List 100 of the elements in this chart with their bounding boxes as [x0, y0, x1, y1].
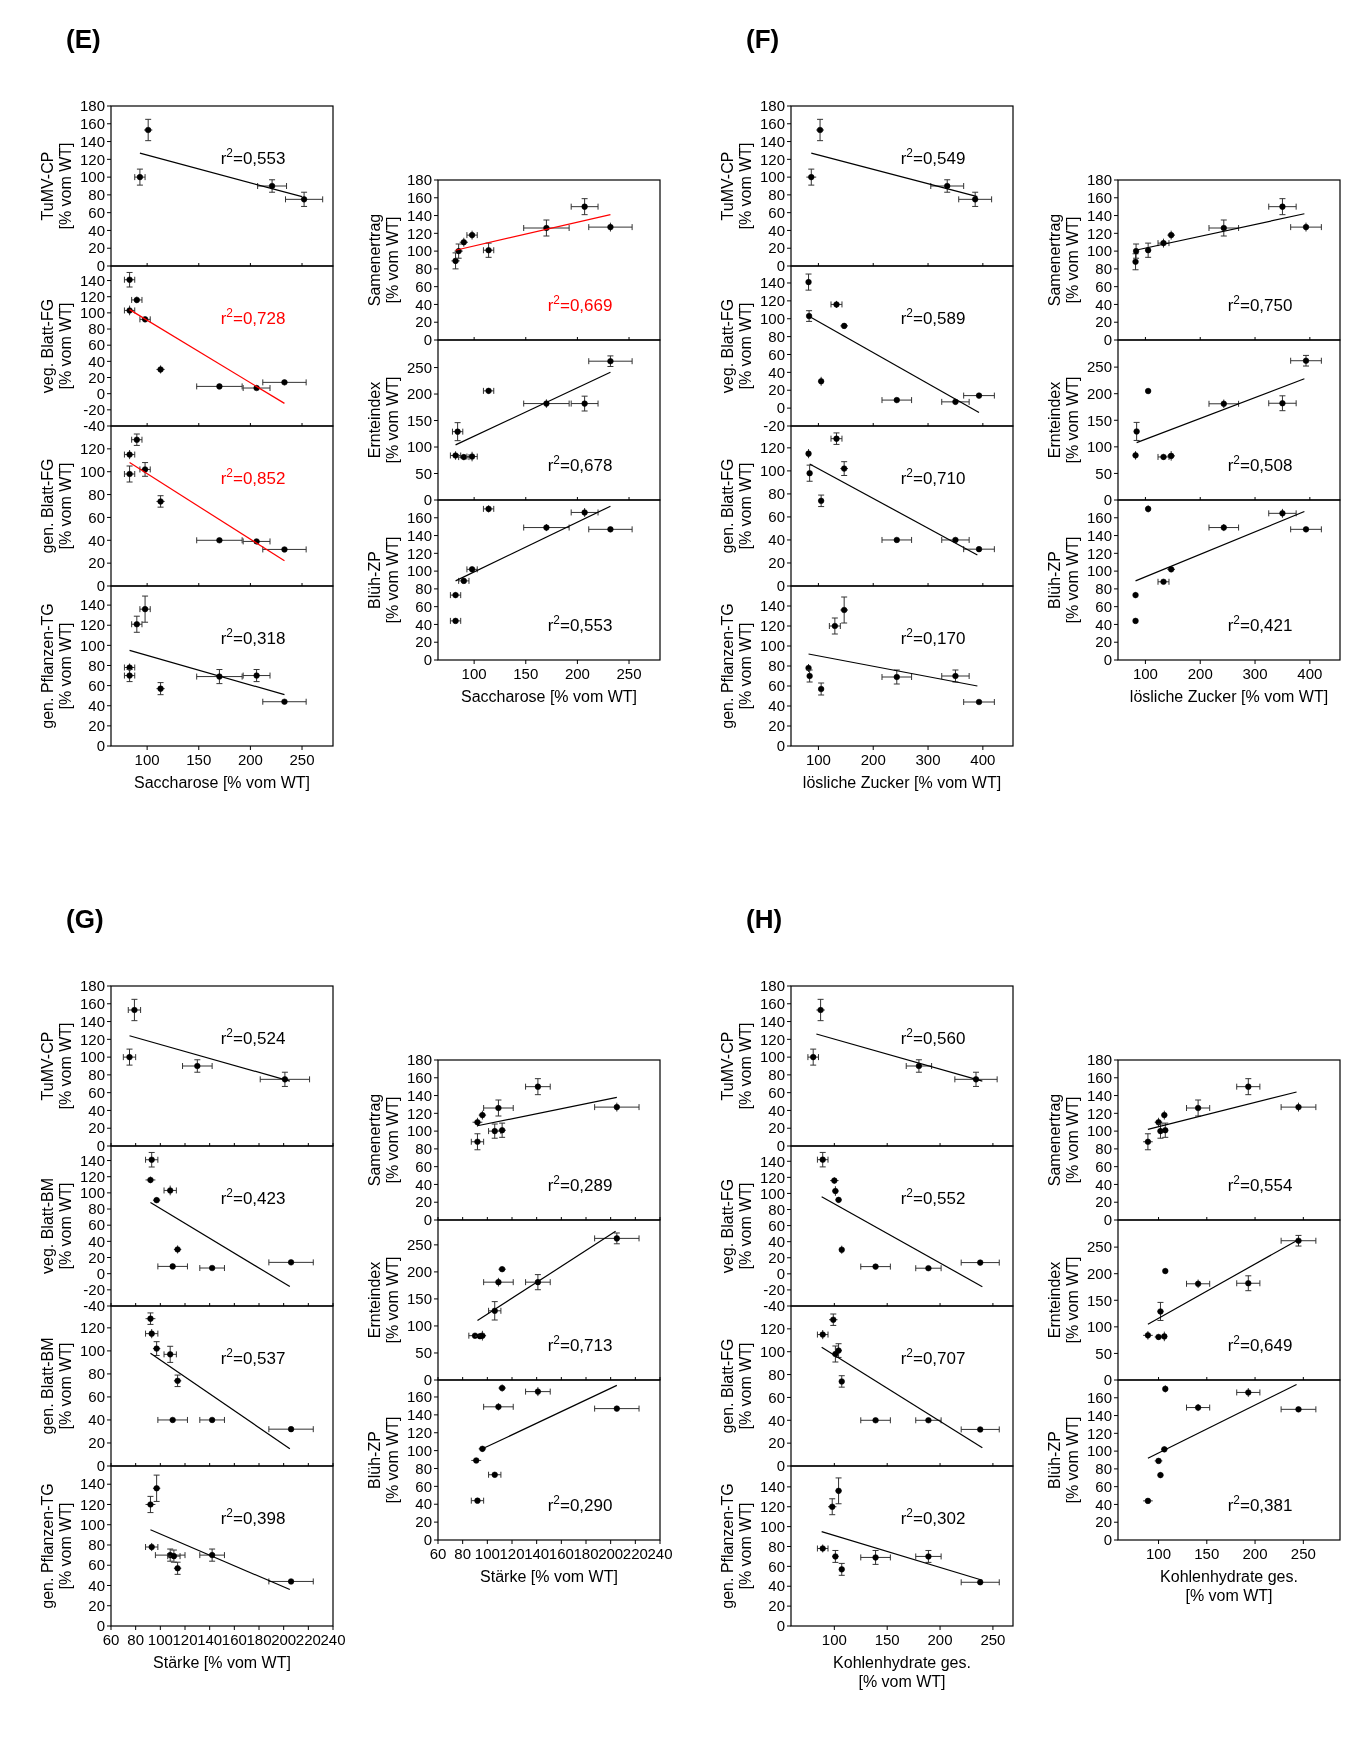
x-tick-label: 100 — [147, 1631, 173, 1648]
y-tick-label: 0 — [96, 577, 105, 595]
y-tick-label: 40 — [1095, 295, 1112, 313]
y-tick-label: 0 — [96, 384, 105, 402]
y-tick-label: 40 — [768, 363, 785, 381]
y-tick-label: 100 — [79, 636, 105, 654]
chart-title: (G) — [66, 904, 104, 934]
y-tick-label: 0 — [423, 331, 432, 349]
y-tick-label: 100 — [79, 1048, 105, 1066]
annotation: r$^{2}$=0,852 — [220, 465, 286, 488]
y-tick-label: 60 — [88, 336, 105, 354]
x-tick-label: 160 — [548, 1545, 574, 1562]
y-tick-label: 140 — [759, 597, 785, 615]
y-tick-label: 80 — [88, 485, 105, 503]
y-tick-label: 0 — [423, 1371, 432, 1389]
annotation: r$^{2}$=0,560 — [900, 1025, 966, 1048]
y-tick-label: 80 — [1095, 260, 1112, 278]
y-tick-label: 40 — [768, 1411, 785, 1429]
annotation: r$^{2}$=0,524 — [220, 1025, 286, 1048]
x-tick-label: 150 — [1194, 1545, 1220, 1562]
y-tick-label: 100 — [1086, 242, 1112, 260]
y-tick-label: -40 — [83, 1297, 105, 1315]
y-tick-label: 100 — [406, 1441, 432, 1459]
y-tick-label: 140 — [406, 526, 432, 544]
y-axis-title: gen. Pflanzen-TG [% vom WT] — [719, 1483, 754, 1609]
x-axis-title: lösliche Zucker [% vom WT] — [802, 774, 1002, 791]
y-tick-label: 20 — [768, 1249, 785, 1267]
y-tick-label: 150 — [406, 411, 432, 429]
y-tick-label: 120 — [759, 1168, 785, 1186]
y-tick-label: 80 — [768, 1066, 785, 1084]
y-axis-title: TuMV-CP [% vom WT] — [719, 142, 754, 230]
y-tick-label: 150 — [406, 1290, 432, 1308]
chart-title: (E) — [66, 24, 101, 54]
y-tick-label: 40 — [1095, 1495, 1112, 1513]
y-axis-title: gen. Pflanzen-TG [% vom WT] — [39, 1483, 74, 1609]
x-tick-label: 300 — [915, 751, 941, 768]
y-tick-label: 60 — [415, 1477, 432, 1495]
annotation: r$^{2}$=0,553 — [220, 145, 286, 168]
y-tick-label: 60 — [88, 676, 105, 694]
y-tick-label: 180 — [406, 1051, 432, 1069]
y-tick-label: 120 — [79, 287, 105, 305]
y-tick-label: 180 — [1086, 171, 1112, 189]
y-tick-label: 140 — [406, 1406, 432, 1424]
y-tick-label: 120 — [759, 617, 785, 635]
y-tick-label: 160 — [759, 995, 785, 1013]
y-tick-label: 180 — [79, 977, 105, 995]
y-tick-label: 60 — [768, 345, 785, 363]
y-tick-label: 0 — [776, 1137, 785, 1155]
y-tick-label: 120 — [406, 1423, 432, 1441]
x-tick-label: 160 — [221, 1631, 247, 1648]
y-tick-label: 60 — [768, 508, 785, 526]
y-tick-label: 120 — [406, 544, 432, 562]
y-tick-label: 20 — [768, 554, 785, 572]
x-tick-label: 220 — [622, 1545, 648, 1562]
x-tick-label: 240 — [647, 1545, 673, 1562]
y-tick-label: 60 — [1095, 1477, 1112, 1495]
y-tick-label: 40 — [768, 697, 785, 715]
annotation: r$^{2}$=0,381 — [1227, 1493, 1293, 1516]
y-axis-title: veg. Blatt-BM [% vom WT] — [39, 1177, 74, 1275]
y-tick-label: 0 — [776, 1617, 785, 1635]
x-tick-label: 180 — [246, 1631, 272, 1648]
y-tick-label: 100 — [406, 438, 432, 456]
annotation: r$^{2}$=0,669 — [547, 293, 613, 316]
y-axis-title: Ernteindex [% vom WT] — [366, 1256, 401, 1344]
y-tick-label: 100 — [79, 1342, 105, 1360]
y-tick-label: 60 — [1095, 277, 1112, 295]
y-tick-label: 100 — [759, 309, 785, 327]
y-tick-label: 0 — [1103, 331, 1112, 349]
y-tick-label: 150 — [1086, 411, 1112, 429]
y-axis-title: Samenertrag [% vom WT] — [366, 213, 401, 307]
x-tick-label: 250 — [980, 1631, 1006, 1648]
x-tick-label: 80 — [454, 1545, 472, 1562]
y-tick-label: 250 — [1086, 1238, 1112, 1256]
y-tick-label: 20 — [768, 717, 785, 735]
y-tick-label: 40 — [768, 1232, 785, 1250]
y-tick-label: 20 — [1095, 1193, 1112, 1211]
y-tick-label: 100 — [759, 1184, 785, 1202]
x-tick-label: 120 — [172, 1631, 198, 1648]
y-tick-label: 80 — [768, 327, 785, 345]
y-tick-label: 40 — [1095, 1175, 1112, 1193]
y-tick-label: 20 — [88, 1119, 105, 1137]
y-tick-label: 140 — [1086, 526, 1112, 544]
y-tick-label: 0 — [776, 737, 785, 755]
y-tick-label: 140 — [759, 274, 785, 292]
y-tick-label: 120 — [1086, 224, 1112, 242]
annotation: r$^{2}$=0,707 — [900, 1345, 966, 1368]
y-tick-label: 80 — [88, 1066, 105, 1084]
y-axis-title: Ernteindex [% vom WT] — [1046, 1256, 1081, 1344]
y-tick-label: 0 — [96, 1457, 105, 1475]
y-tick-label: 80 — [415, 580, 432, 598]
x-tick-label: 200 — [860, 751, 886, 768]
y-tick-label: 60 — [88, 1388, 105, 1406]
y-tick-label: 60 — [88, 1083, 105, 1101]
y-tick-label: 20 — [415, 633, 432, 651]
y-tick-label: 100 — [79, 1184, 105, 1202]
y-tick-label: 200 — [406, 1263, 432, 1281]
y-tick-label: 60 — [88, 1216, 105, 1234]
y-tick-label: 100 — [759, 168, 785, 186]
y-axis-title: Blüh-ZP [% vom WT] — [366, 1416, 401, 1504]
annotation: r$^{2}$=0,713 — [547, 1333, 613, 1356]
